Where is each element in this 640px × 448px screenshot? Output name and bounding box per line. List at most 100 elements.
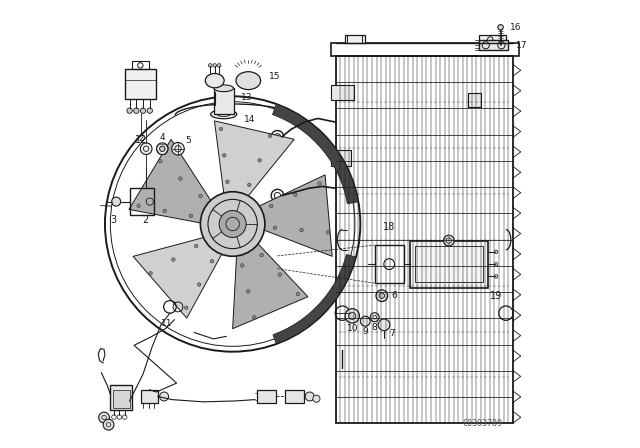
Circle shape [156,143,168,155]
Circle shape [313,395,320,402]
Ellipse shape [205,73,224,88]
Circle shape [305,392,314,401]
Bar [132,61,149,69]
Circle shape [219,211,246,237]
Circle shape [226,180,229,184]
Circle shape [278,273,282,276]
Bar [129,188,154,215]
Circle shape [498,25,503,30]
Circle shape [219,127,223,131]
Circle shape [317,182,321,185]
Ellipse shape [236,72,260,90]
Circle shape [326,231,330,234]
Circle shape [111,197,120,206]
Polygon shape [232,241,308,329]
Circle shape [189,214,193,218]
Circle shape [370,313,379,322]
Circle shape [360,316,370,326]
Circle shape [159,159,162,163]
Circle shape [195,244,198,248]
Circle shape [269,204,273,208]
Text: 4: 4 [159,133,165,142]
Text: 18: 18 [383,222,396,232]
Circle shape [345,309,360,323]
Bar [285,390,304,403]
Circle shape [241,264,244,267]
Circle shape [159,392,168,401]
Bar [344,35,365,43]
Circle shape [140,108,146,113]
Polygon shape [332,86,354,100]
Circle shape [148,271,152,275]
Circle shape [172,142,184,155]
Text: 5: 5 [185,136,191,145]
Polygon shape [257,175,332,256]
Circle shape [218,64,221,67]
Circle shape [159,146,165,151]
Polygon shape [332,150,351,166]
Circle shape [209,64,212,67]
Text: C0303789: C0303789 [462,419,502,428]
Text: 16: 16 [511,23,522,32]
Circle shape [103,419,114,430]
Text: 8: 8 [372,323,378,332]
Bar [141,390,158,403]
Bar [335,56,513,423]
Circle shape [378,319,390,331]
Circle shape [172,258,175,261]
Text: 13: 13 [241,93,252,102]
Circle shape [140,143,152,155]
Circle shape [349,312,356,319]
Text: 19: 19 [490,291,502,301]
Text: 14: 14 [244,115,255,124]
Ellipse shape [214,85,234,91]
Circle shape [127,108,132,113]
Circle shape [258,159,262,162]
Circle shape [494,275,498,278]
Bar [479,35,506,43]
Circle shape [494,263,498,266]
Circle shape [246,289,250,293]
Circle shape [199,194,202,198]
Circle shape [213,64,216,67]
Circle shape [294,193,297,197]
Circle shape [210,259,214,263]
Circle shape [252,315,256,319]
Bar [479,40,508,50]
Circle shape [444,235,454,246]
Circle shape [200,192,265,256]
Circle shape [179,177,182,181]
Ellipse shape [217,112,230,116]
Bar [113,390,129,408]
Polygon shape [273,254,356,344]
Circle shape [147,108,152,113]
Bar [257,390,276,403]
Text: 7: 7 [389,329,395,338]
Bar [415,246,483,282]
Bar [125,69,156,99]
Polygon shape [214,121,294,198]
Text: 12: 12 [134,135,147,145]
Circle shape [300,228,303,232]
Circle shape [99,412,109,423]
Bar [374,245,404,283]
Bar [214,88,234,114]
Polygon shape [129,139,212,224]
Polygon shape [133,237,223,318]
Circle shape [260,253,264,257]
Text: 15: 15 [269,72,280,81]
Text: 10: 10 [346,324,358,333]
Text: 2: 2 [142,215,148,225]
Circle shape [273,226,277,229]
Circle shape [137,204,140,207]
Circle shape [379,293,385,298]
Ellipse shape [211,110,237,119]
Text: 17: 17 [516,41,527,50]
Bar [410,241,488,288]
Circle shape [163,209,166,213]
Circle shape [494,250,498,254]
Polygon shape [273,104,358,204]
Polygon shape [468,93,481,108]
Text: 6: 6 [392,291,397,300]
Circle shape [268,134,272,138]
